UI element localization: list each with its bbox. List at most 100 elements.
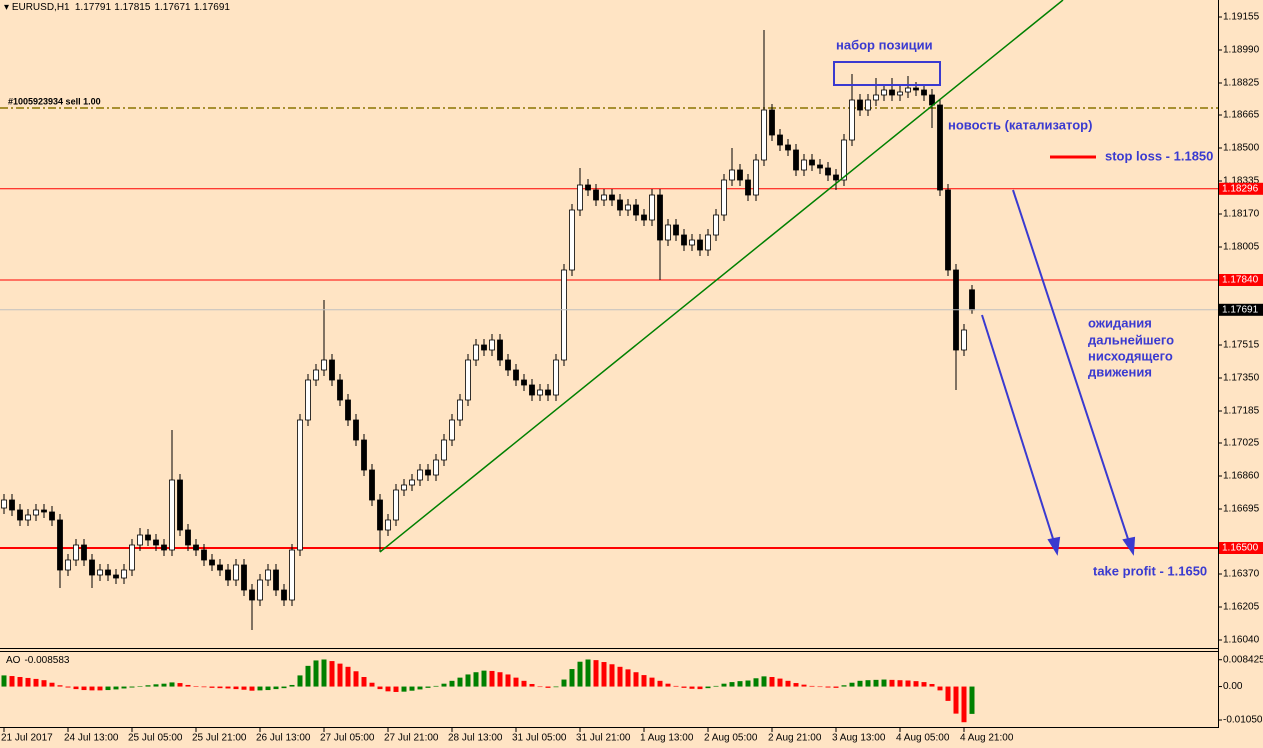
ao-bar: [41, 680, 47, 687]
ao-bar: [105, 686, 111, 691]
y-tick-label: 1.18990: [1223, 45, 1260, 56]
x-tick-label: 25 Jul 05:00: [128, 733, 183, 744]
ao-bar: [481, 670, 487, 687]
ao-bar: [233, 686, 239, 690]
arrows: [981, 189, 1136, 556]
y-tick-label: 1.17025: [1223, 438, 1260, 449]
arrow-head: [1122, 536, 1136, 556]
y-tick-label: 1.18825: [1223, 78, 1260, 89]
candle-body: [817, 164, 823, 169]
candle-body: [561, 269, 567, 361]
ao-bar: [249, 686, 255, 691]
ao-bar: [393, 686, 399, 692]
ao-bar: [585, 659, 591, 687]
indicator-label: AO -0.008583: [6, 655, 70, 666]
ao-bar: [641, 675, 647, 687]
candle-body: [161, 544, 167, 551]
ao-bar: [113, 686, 119, 690]
indicator-name: AO: [6, 655, 21, 666]
ao-bar: [521, 680, 527, 687]
ao-bar: [321, 659, 327, 687]
ao-bar: [889, 679, 895, 687]
ao-bar: [601, 662, 607, 687]
candle-body: [673, 224, 679, 236]
ao-bar: [561, 679, 567, 687]
candle-body: [585, 184, 591, 191]
ao-bar: [825, 686, 831, 688]
candle-body: [321, 359, 327, 371]
ao-bar: [353, 671, 359, 687]
ao-bar: [617, 666, 623, 687]
ao-bar: [857, 680, 863, 687]
candle-body: [873, 94, 879, 101]
ao-bar: [793, 683, 799, 687]
bid-label: 1.17691: [1222, 304, 1259, 315]
ao-bar: [537, 686, 543, 688]
ao-bar: [17, 677, 23, 687]
candle-body: [145, 534, 151, 541]
x-tick-label: 4 Aug 05:00: [896, 733, 950, 744]
candle-body: [121, 569, 127, 579]
ao-bar: [785, 680, 791, 687]
candle-body: [65, 559, 71, 571]
x-tick-label: 26 Jul 13:00: [256, 733, 311, 744]
ao-bar: [169, 682, 175, 687]
candle-body: [713, 214, 719, 236]
candle-body: [281, 589, 287, 601]
candle-body: [889, 89, 895, 96]
candle-body: [689, 239, 695, 246]
x-tick-label: 3 Aug 13:00: [832, 733, 886, 744]
candle-body: [825, 167, 831, 176]
ao-bar: [369, 682, 375, 687]
candle-body: [105, 569, 111, 576]
annotation: движения: [1088, 364, 1152, 379]
ao-bar: [697, 686, 703, 690]
candle-body: [513, 369, 519, 381]
candle-body: [25, 514, 31, 521]
y-tick-label: 1.18005: [1223, 242, 1260, 253]
ao-bar: [633, 672, 639, 687]
candle-body: [81, 544, 87, 561]
plot: [0, 30, 1218, 630]
ao-bar: [153, 684, 159, 687]
ao-bar: [457, 677, 463, 687]
ao-bar: [401, 686, 407, 692]
ao-bar: [377, 686, 383, 690]
ao-bar: [945, 686, 951, 701]
candle-body: [265, 569, 271, 581]
ao-bar: [649, 677, 655, 687]
ao-bar: [657, 680, 663, 687]
trendline: [379, 0, 1064, 553]
candle-body: [553, 359, 559, 396]
ao-bar: [473, 672, 479, 687]
candle-body: [777, 134, 783, 146]
candle-body: [225, 569, 231, 581]
candle-body: [137, 534, 143, 546]
ao-bar: [25, 677, 31, 687]
header: ▾ EURUSD,H1 1.17791 1.17815 1.17671 1.17691: [4, 2, 230, 13]
y-tick-label: 0.008425: [1223, 654, 1263, 665]
candle-body: [809, 159, 815, 166]
candle-body: [601, 194, 607, 201]
candle-body: [665, 224, 671, 241]
ao-bar: [417, 686, 423, 690]
ao-bar: [745, 680, 751, 687]
x-tick-label: 2 Aug 05:00: [704, 733, 758, 744]
candle-body: [425, 469, 431, 476]
ao-bar: [305, 665, 311, 687]
candle-body: [569, 209, 575, 271]
candle-body: [729, 169, 735, 181]
candle-body: [921, 89, 927, 96]
candle-body: [89, 559, 95, 576]
ao-bar: [361, 677, 367, 687]
ao-bar: [289, 684, 295, 687]
candle-body: [681, 234, 687, 246]
candle-body: [185, 529, 191, 546]
x-tick-label: 31 Jul 05:00: [512, 733, 567, 744]
ao-bar: [681, 686, 687, 688]
candle-body: [625, 204, 631, 211]
candle-body: [881, 89, 887, 96]
candle-body: [833, 174, 839, 181]
ao-bar: [129, 686, 135, 688]
indicator-value: -0.008583: [24, 655, 69, 666]
